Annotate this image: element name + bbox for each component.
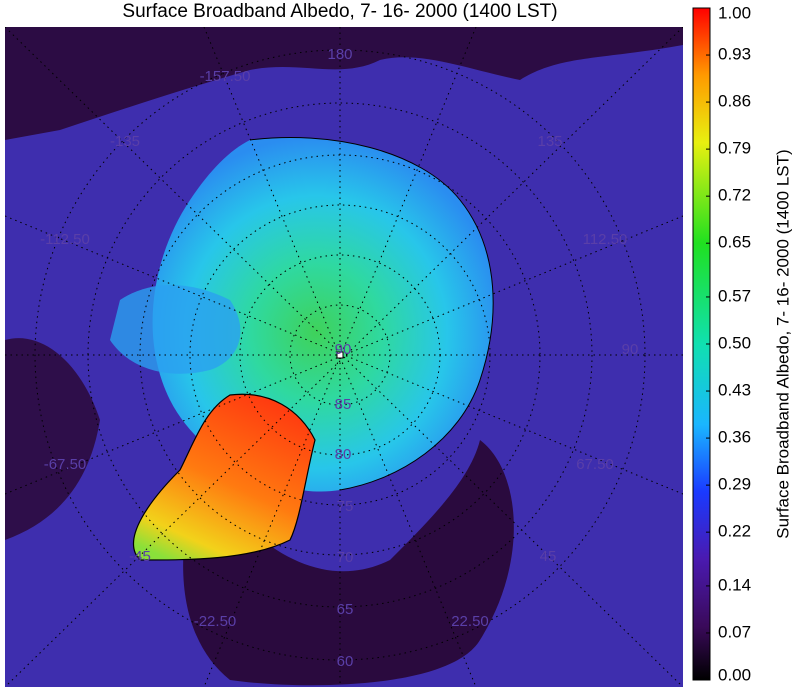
lon-label: -67.50 (44, 456, 87, 473)
lon-label: -112.50 (40, 231, 90, 248)
lat-label: 65 (337, 601, 354, 618)
colorbar-label: Surface Broadband Albedo, 7- 16- 2000 (1… (773, 149, 792, 538)
map-labels: 180 -157.50 -135 -112.50 135 112.50 90 -… (40, 46, 638, 670)
ocean (5, 338, 100, 540)
lon-label: 22.50 (451, 613, 489, 630)
archipelago (110, 285, 241, 374)
lat-label: 70 (337, 549, 354, 566)
lat-label: 60 (337, 653, 354, 670)
lat-label: 75 (337, 498, 354, 515)
lon-label: -22.50 (194, 613, 237, 630)
ocean (183, 440, 514, 686)
colorbar-tick-label: 0.07 (718, 622, 751, 641)
colorbar-tick-label: 0.00 (718, 665, 751, 684)
lon-label: 45 (540, 548, 557, 565)
colorbar-tick-label: 0.50 (718, 333, 751, 352)
lon-label: 180 (327, 46, 352, 63)
colorbar-tick-label: 0.43 (718, 381, 751, 400)
colorbar-tick-label: 0.65 (718, 233, 751, 252)
lat-label: 85 (335, 396, 352, 413)
lon-label: -135 (110, 133, 140, 150)
colorbar-tick-label: 0.57 (718, 286, 751, 305)
lon-label: 135 (537, 133, 562, 150)
colorbar-tick-label: 0.86 (718, 92, 751, 111)
colorbar-tick-label: 0.29 (718, 475, 751, 494)
title: Surface Broadband Albedo, 7- 16- 2000 (1… (122, 1, 557, 22)
lon-label: 112.50 (583, 231, 628, 248)
colorbar-tick-label: 1.00 (718, 3, 751, 22)
ocean (5, 27, 683, 140)
greenland (133, 393, 316, 561)
colorbar-tick-label: 0.72 (718, 186, 751, 205)
colorbar-tick-label: 0.36 (718, 428, 751, 447)
lat-label: 80 (335, 446, 352, 463)
lat-label: 90 (335, 341, 352, 358)
colorbar-tick-label: 0.79 (718, 139, 751, 158)
graticule (5, 27, 683, 687)
colorbar-tick-label: 0.93 (718, 45, 751, 64)
colorbar-tick-label: 0.14 (718, 575, 751, 594)
lon-label: 90 (622, 341, 639, 358)
colorbar-tick-label: 0.22 (718, 522, 751, 541)
lon-label: -157.50 (200, 68, 251, 85)
lon-label: -45 (129, 548, 151, 565)
colorbar-ticks: 0.00 0.07 0.14 0.22 0.29 0.36 0.43 0.50 0.57 0.65… (706, 3, 751, 684)
coastline (249, 137, 494, 491)
pole-marker (336, 351, 344, 359)
map (5, 27, 683, 687)
lon-label: 67.50 (576, 456, 614, 473)
